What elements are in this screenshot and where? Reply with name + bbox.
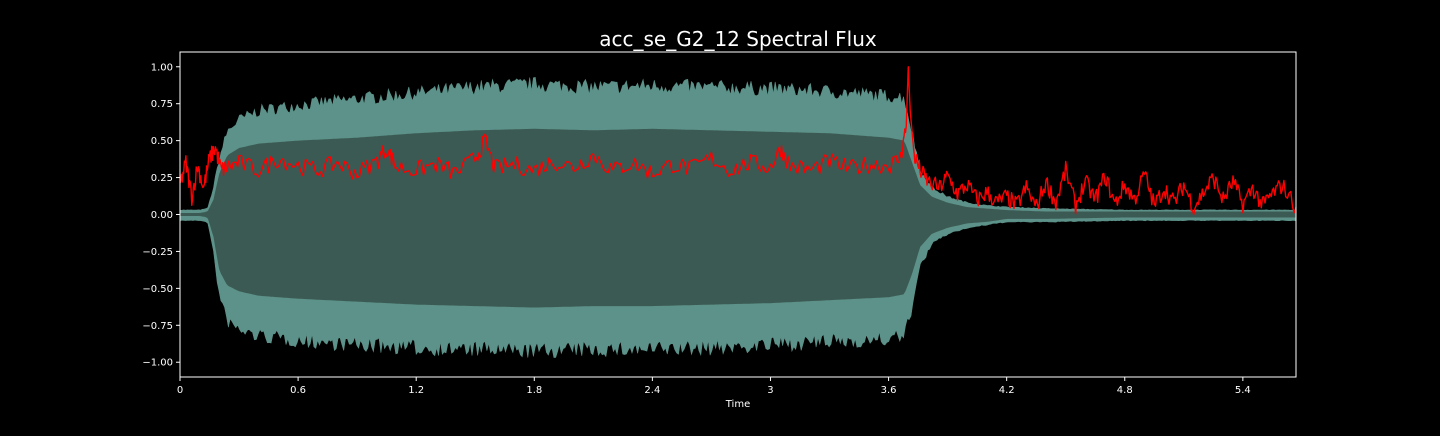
x-tick-label: 3 (767, 385, 773, 396)
x-tick-label: 2.4 (644, 385, 660, 396)
spectral-flux-line (179, 66, 1297, 216)
y-tick-label: −0.75 (142, 321, 173, 332)
x-tick-label: 0.6 (290, 385, 306, 396)
y-tick-label: −1.00 (142, 358, 173, 369)
x-tick-label: 3.6 (881, 385, 897, 396)
x-tick-label: 0 (177, 385, 183, 396)
x-axis-label: Time (725, 399, 750, 410)
y-tick-label: 0.25 (151, 173, 173, 184)
x-tick-label: 1.8 (526, 385, 542, 396)
x-tick-label: 5.4 (1235, 385, 1251, 396)
x-axis: 0 0.6 1.2 1.8 2.4 3 3.6 4.2 4.8 5.4 (177, 377, 1251, 396)
y-tick-label: −0.50 (142, 284, 173, 295)
waveform-inner-body (180, 128, 1296, 308)
y-tick-label: 1.00 (151, 62, 173, 73)
x-tick-label: 1.2 (408, 385, 424, 396)
x-tick-label: 4.8 (1117, 385, 1133, 396)
y-tick-label: 0.75 (151, 99, 173, 110)
y-tick-label: 0.00 (151, 210, 173, 221)
y-axis: 1.00 0.75 0.50 0.25 0.00 −0.25 −0.50 −0.75 −1.00 (142, 62, 180, 369)
y-tick-label: −0.25 (142, 247, 173, 258)
x-tick-label: 4.2 (999, 385, 1015, 396)
y-tick-label: 0.50 (151, 136, 173, 147)
chart-title: acc_se_G2_12 Spectral Flux (599, 27, 877, 51)
